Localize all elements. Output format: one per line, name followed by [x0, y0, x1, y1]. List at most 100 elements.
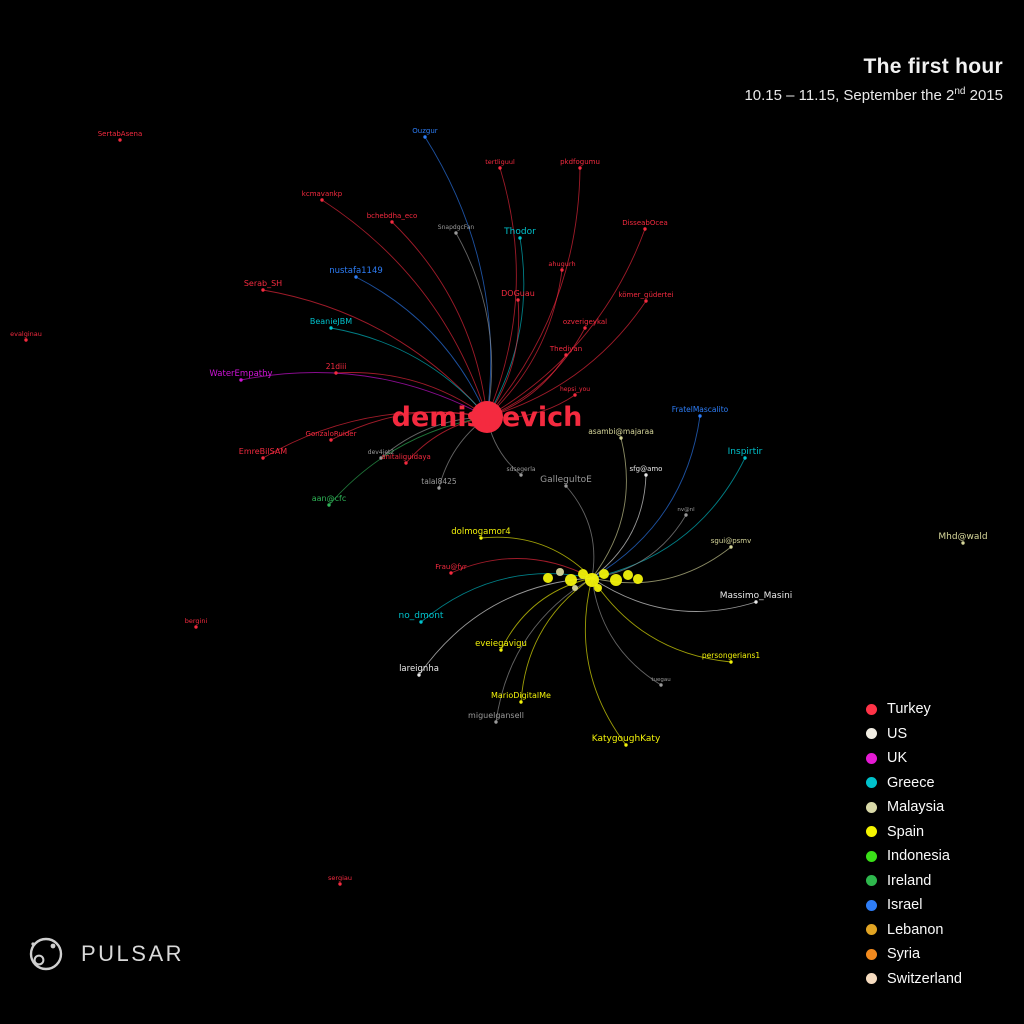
node-dot[interactable]	[379, 456, 383, 460]
node-dot[interactable]	[578, 166, 582, 170]
node-dot[interactable]	[698, 414, 702, 418]
node-label[interactable]: sfg@amo	[630, 465, 663, 473]
node-label[interactable]: tertliguul	[485, 158, 515, 166]
node-label[interactable]: KatygoughKaty	[592, 734, 661, 744]
node-label[interactable]: BeanieJBM	[310, 317, 352, 326]
node-dot[interactable]	[729, 660, 733, 664]
node-dot[interactable]	[624, 743, 628, 747]
node-label[interactable]: kcmavankp	[302, 190, 343, 198]
node-label[interactable]: Frau@fyr	[435, 563, 467, 571]
node-label[interactable]: sergiau	[328, 874, 352, 882]
node-dot[interactable]	[239, 378, 243, 382]
node-dot[interactable]	[583, 326, 587, 330]
cluster-node[interactable]	[556, 568, 564, 576]
node-label[interactable]: SnapdgcFan	[438, 224, 475, 231]
node-dot[interactable]	[564, 484, 568, 488]
node-label[interactable]: Thediyan	[549, 345, 582, 353]
node-label[interactable]: bchebdha_eco	[367, 212, 418, 220]
cluster-node[interactable]	[599, 569, 609, 579]
node-label[interactable]: demishevich	[392, 402, 583, 433]
node-dot[interactable]	[684, 513, 688, 517]
node-dot[interactable]	[404, 461, 408, 465]
node-dot[interactable]	[659, 683, 663, 687]
node-dot[interactable]	[644, 299, 648, 303]
node-dot[interactable]	[573, 393, 577, 397]
node-label[interactable]: miguelgansell	[468, 711, 524, 720]
node-label[interactable]: Ouzgur	[412, 127, 438, 135]
node-label[interactable]: SertabAsena	[98, 130, 143, 138]
node-label[interactable]: nv@nl	[677, 507, 695, 513]
node-dot[interactable]	[643, 227, 647, 231]
node-dot[interactable]	[354, 275, 358, 279]
node-label[interactable]: DOGuau	[501, 289, 535, 298]
node-label[interactable]: lareignha	[399, 664, 439, 674]
node-dot[interactable]	[417, 673, 421, 677]
node-label[interactable]: WaterEmpathy	[209, 369, 272, 379]
node-dot[interactable]	[499, 648, 503, 652]
node-label[interactable]: dev4jet2	[368, 449, 395, 456]
node-label[interactable]: hepsi_you	[560, 386, 590, 393]
node-dot[interactable]	[519, 473, 523, 477]
node-label[interactable]: kömer_güdertei	[618, 291, 673, 299]
node-dot[interactable]	[498, 166, 502, 170]
node-label[interactable]: GonzaloRuider	[306, 430, 357, 438]
node-label[interactable]: aan@cfc	[312, 494, 347, 503]
node-dot[interactable]	[419, 620, 423, 624]
node-label[interactable]: dolmogamor4	[451, 527, 510, 537]
node-label[interactable]: evalginau	[10, 330, 42, 338]
cluster-node[interactable]	[578, 569, 588, 579]
node-label[interactable]: Serab_SH	[244, 279, 282, 288]
node-dot[interactable]	[390, 220, 394, 224]
node-dot[interactable]	[24, 338, 28, 342]
node-label[interactable]: bergini	[185, 617, 208, 625]
node-dot[interactable]	[644, 473, 648, 477]
cluster-node[interactable]	[610, 574, 622, 586]
node-label[interactable]: nustafa1149	[329, 266, 383, 276]
node-dot[interactable]	[118, 138, 122, 142]
node-dot[interactable]	[329, 438, 333, 442]
node-dot[interactable]	[494, 720, 498, 724]
node-dot[interactable]	[479, 536, 483, 540]
node-dot[interactable]	[560, 268, 564, 272]
node-label[interactable]: no_dmont	[399, 611, 444, 621]
node-label[interactable]: GallegultoE	[540, 475, 592, 485]
node-label[interactable]: ahugurh	[548, 260, 575, 268]
node-dot[interactable]	[754, 600, 758, 604]
cluster-node[interactable]	[565, 574, 577, 586]
node-dot[interactable]	[516, 298, 520, 302]
node-dot[interactable]	[729, 545, 733, 549]
node-label[interactable]: Thodor	[503, 227, 536, 237]
node-dot[interactable]	[454, 231, 458, 235]
node-dot[interactable]	[327, 503, 331, 507]
node-label[interactable]: pkdfogumu	[560, 158, 600, 166]
node-label[interactable]: tuegau	[651, 677, 670, 683]
node-dot[interactable]	[961, 541, 965, 545]
node-label[interactable]: 21diii	[326, 362, 347, 371]
node-dot[interactable]	[449, 571, 453, 575]
node-label[interactable]: FratelMascalito	[672, 405, 729, 414]
node-label[interactable]: persongerians1	[702, 651, 761, 660]
node-label[interactable]: talal8425	[421, 477, 457, 486]
node-dot[interactable]	[423, 135, 427, 139]
cluster-node[interactable]	[633, 574, 643, 584]
cluster-node[interactable]	[572, 585, 578, 591]
node-dot[interactable]	[338, 882, 342, 886]
node-dot[interactable]	[564, 353, 568, 357]
node-label[interactable]: ozverigeykal	[563, 318, 607, 326]
node-dot[interactable]	[261, 456, 265, 460]
node-dot[interactable]	[329, 326, 333, 330]
cluster-node[interactable]	[623, 570, 633, 580]
cluster-node[interactable]	[543, 573, 553, 583]
node-dot[interactable]	[519, 700, 523, 704]
node-label[interactable]: Inspirtir	[728, 447, 763, 457]
node-label[interactable]: MarioDigitalMe	[491, 691, 551, 700]
node-label[interactable]: sdsegerla	[506, 466, 535, 473]
node-label[interactable]: Mhd@wald	[938, 532, 987, 542]
cluster-node[interactable]	[594, 584, 602, 592]
node-dot[interactable]	[320, 198, 324, 202]
node-dot[interactable]	[334, 371, 338, 375]
node-label[interactable]: DisseabOcea	[622, 219, 668, 227]
node-label[interactable]: anitaliguidaya	[381, 453, 431, 461]
node-label[interactable]: asambi@majaraa	[588, 427, 654, 436]
node-label[interactable]: sgui@psmv	[711, 537, 752, 545]
